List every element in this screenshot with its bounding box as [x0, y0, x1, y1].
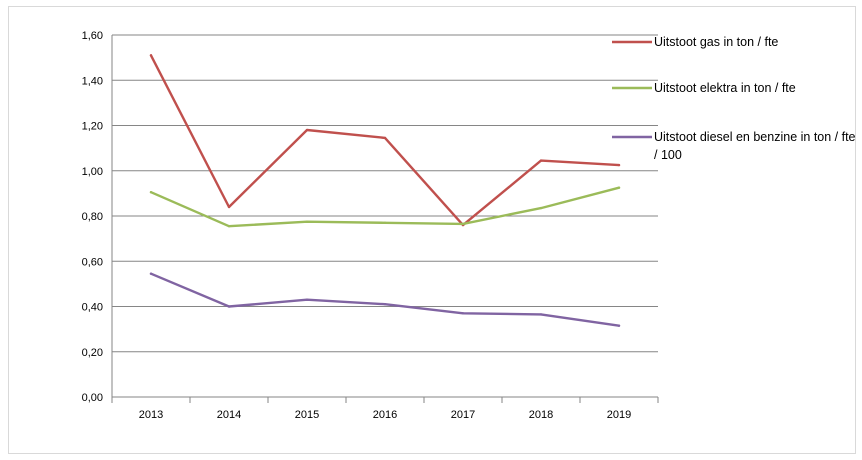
- legend-label-3: Uitstoot diesel en benzine in ton / fte: [654, 130, 856, 144]
- data-point: [539, 206, 543, 210]
- data-point: [539, 313, 543, 316]
- legend: Uitstoot gas in ton / fte Uitstoot elektr…: [612, 35, 856, 162]
- data-point: [305, 128, 309, 132]
- data-point: [383, 221, 387, 224]
- y-tick-label: 1,20: [82, 121, 103, 133]
- series-lines: [149, 54, 621, 327]
- y-tick-label: 1,40: [82, 75, 103, 87]
- data-point: [539, 159, 543, 162]
- x-tick-label: 2014: [217, 409, 241, 421]
- x-tick-label: 2016: [373, 409, 397, 421]
- legend-label-2: Uitstoot elektra in ton / fte: [654, 81, 796, 95]
- data-point: [617, 163, 621, 167]
- y-tick-label: 0,60: [82, 256, 103, 268]
- data-point: [227, 224, 231, 228]
- legend-label-3: / 100: [654, 148, 682, 162]
- data-point: [617, 324, 621, 327]
- x-tick-label: 2018: [529, 409, 553, 421]
- data-point: [227, 205, 231, 209]
- axes: 0,00 0,20 0,40 0,60 0,80 1,00 1,20 1,40 1,60 2013…: [82, 30, 659, 421]
- data-point: [461, 222, 465, 226]
- x-tick-label: 2019: [607, 409, 631, 421]
- data-point: [383, 303, 387, 306]
- y-tick-label: 0,80: [82, 211, 103, 223]
- x-tick-label: 2013: [139, 409, 163, 421]
- legend-label-1: Uitstoot gas in ton / fte: [654, 35, 778, 49]
- y-tick-label: 0,00: [82, 392, 103, 404]
- x-tick-label: 2017: [451, 409, 475, 421]
- y-tick-label: 1,00: [82, 166, 103, 178]
- data-point: [305, 220, 309, 223]
- data-point: [461, 312, 465, 315]
- series-line-1: [149, 54, 621, 227]
- series-line-3: [149, 272, 621, 327]
- data-point: [227, 305, 231, 308]
- data-point: [305, 298, 309, 301]
- data-point: [383, 136, 387, 140]
- data-point: [617, 186, 621, 189]
- y-tick-label: 1,60: [82, 30, 103, 42]
- data-point: [149, 191, 153, 194]
- data-point: [149, 272, 153, 275]
- y-tick-label: 0,40: [82, 302, 103, 314]
- data-point: [149, 54, 153, 57]
- gridlines: [112, 34, 658, 353]
- x-tick-label: 2015: [295, 409, 319, 421]
- y-tick-label: 0,20: [82, 347, 103, 359]
